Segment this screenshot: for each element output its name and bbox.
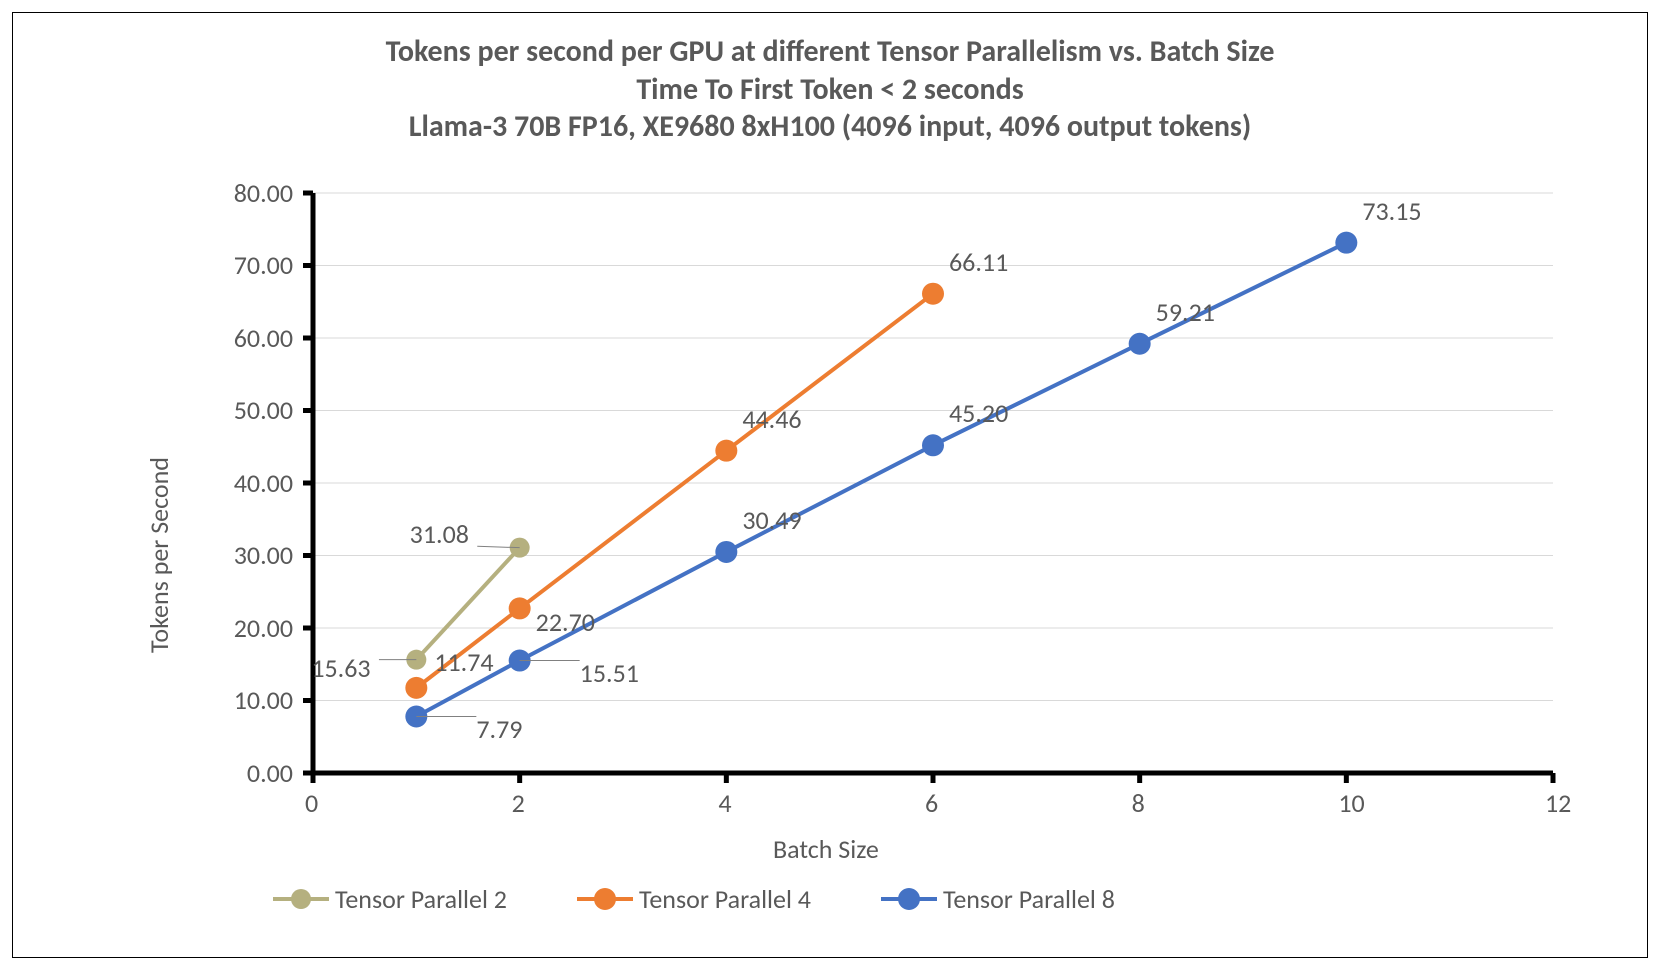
data-point: [715, 541, 737, 563]
y-tick-label: 40.00: [234, 467, 293, 499]
data-point: [509, 597, 531, 619]
x-tick-label: 12: [1545, 787, 1571, 819]
data-label: 73.15: [1362, 195, 1421, 227]
y-tick-label: 50.00: [234, 394, 293, 426]
y-axis-title: Tokens per Second: [143, 457, 175, 653]
data-label: 15.63: [311, 652, 370, 684]
y-tick-label: 30.00: [234, 539, 293, 571]
y-tick-label: 10.00: [234, 684, 293, 716]
data-label: 66.11: [949, 246, 1008, 278]
data-point: [1129, 333, 1151, 355]
legend-item-tp8: Tensor Parallel 8: [881, 883, 1115, 915]
chart-title-line-1: Tokens per second per GPU at different T…: [13, 33, 1647, 71]
data-label: 31.08: [410, 518, 469, 550]
data-point: [922, 434, 944, 456]
data-label: 44.46: [742, 403, 801, 435]
x-tick-label: 2: [512, 787, 525, 819]
data-point: [405, 677, 427, 699]
chart-container: Tokens per second per GPU at different T…: [12, 12, 1648, 958]
data-label: 45.20: [949, 397, 1008, 429]
data-label: 59.21: [1156, 296, 1215, 328]
data-label: 30.49: [742, 504, 801, 536]
data-label: 11.74: [434, 646, 493, 678]
data-label: 15.51: [580, 657, 639, 689]
plot-area: [313, 193, 1553, 773]
legend-swatch-icon: [273, 887, 329, 911]
y-tick-label: 60.00: [234, 322, 293, 354]
y-tick-label: 70.00: [234, 249, 293, 281]
data-point: [715, 440, 737, 462]
chart-title-line-2: Time To First Token < 2 seconds: [13, 71, 1647, 109]
y-tick-label: 0.00: [247, 757, 293, 789]
x-tick-label: 0: [305, 787, 318, 819]
legend-swatch-icon: [577, 887, 633, 911]
data-point: [922, 283, 944, 305]
x-tick-label: 6: [925, 787, 938, 819]
x-tick-label: 10: [1338, 787, 1364, 819]
legend: Tensor Parallel 2 Tensor Parallel 4 Tensor…: [273, 883, 1115, 915]
y-tick-label: 20.00: [234, 612, 293, 644]
data-label: 7.79: [476, 713, 522, 745]
legend-item-tp4: Tensor Parallel 4: [577, 883, 811, 915]
legend-label: Tensor Parallel 4: [639, 883, 811, 915]
legend-label: Tensor Parallel 2: [335, 883, 507, 915]
chart-title-line-3: Llama-3 70B FP16, XE9680 8xH100 (4096 in…: [13, 108, 1647, 146]
legend-swatch-icon: [881, 887, 937, 911]
legend-item-tp2: Tensor Parallel 2: [273, 883, 507, 915]
x-tick-label: 4: [718, 787, 731, 819]
series-line-tp4: [416, 294, 933, 688]
series-line-tp2: [416, 548, 519, 660]
x-axis-title: Batch Size: [773, 833, 879, 865]
legend-label: Tensor Parallel 8: [943, 883, 1115, 915]
y-tick-label: 80.00: [234, 177, 293, 209]
chart-title: Tokens per second per GPU at different T…: [13, 33, 1647, 146]
x-tick-label: 8: [1132, 787, 1145, 819]
data-label: 22.70: [536, 606, 595, 638]
data-point: [1335, 232, 1357, 254]
